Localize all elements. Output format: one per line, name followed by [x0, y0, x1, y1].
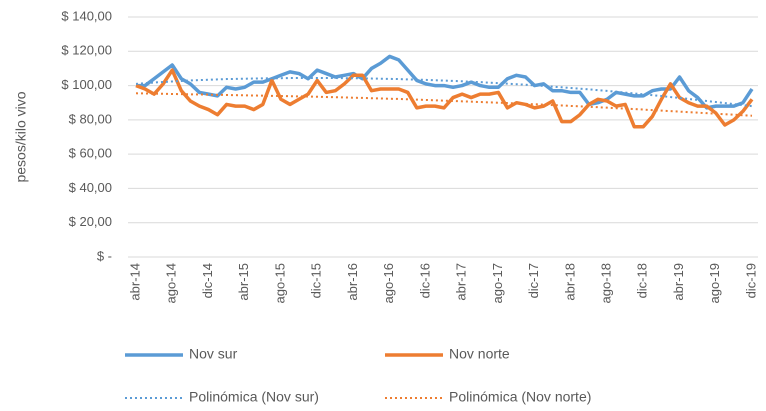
series-line [135, 68, 754, 129]
x-tick-label: dic-18 [635, 263, 650, 298]
x-tick-label: ago-14 [164, 263, 179, 303]
x-tick-label: dic-16 [417, 263, 432, 298]
y-tick-label: $ 140,00 [61, 8, 112, 23]
y-tick-label: $ - [97, 248, 112, 263]
y-tick-label: $ 120,00 [61, 43, 112, 58]
y-tick-label: $ 100,00 [61, 77, 112, 92]
legend-label: Polinómica (Nov sur) [189, 389, 319, 405]
x-tick-label: abr-16 [345, 263, 360, 301]
y-tick-label: $ 80,00 [69, 111, 112, 126]
y-tick-label: $ 20,00 [69, 214, 112, 229]
y-axis-label: pesos/kilo vivo [13, 91, 29, 182]
legend-label: Nov norte [449, 346, 510, 362]
x-tick-label: abr-19 [671, 263, 686, 301]
x-tick-label: ago-18 [598, 263, 613, 303]
x-tick-label: ago-19 [707, 263, 722, 303]
series-line [136, 54, 754, 110]
x-tick-label: dic-15 [309, 263, 324, 298]
x-tick-label: ago-17 [490, 263, 505, 303]
x-tick-label: dic-17 [526, 263, 541, 298]
x-tick-label: abr-18 [562, 263, 577, 301]
x-tick-label: abr-14 [127, 263, 142, 301]
x-tick-label: dic-19 [743, 263, 758, 298]
x-tick-label: abr-15 [236, 263, 251, 301]
x-tick-label: ago-16 [381, 263, 396, 303]
y-tick-label: $ 60,00 [69, 146, 112, 161]
x-tick-label: ago-15 [272, 263, 287, 303]
x-tick-label: abr-17 [454, 263, 469, 301]
legend-label: Polinómica (Nov norte) [449, 389, 591, 405]
x-tick-label: dic-14 [200, 263, 215, 298]
legend-label: Nov sur [189, 346, 238, 362]
y-tick-label: $ 40,00 [69, 180, 112, 195]
